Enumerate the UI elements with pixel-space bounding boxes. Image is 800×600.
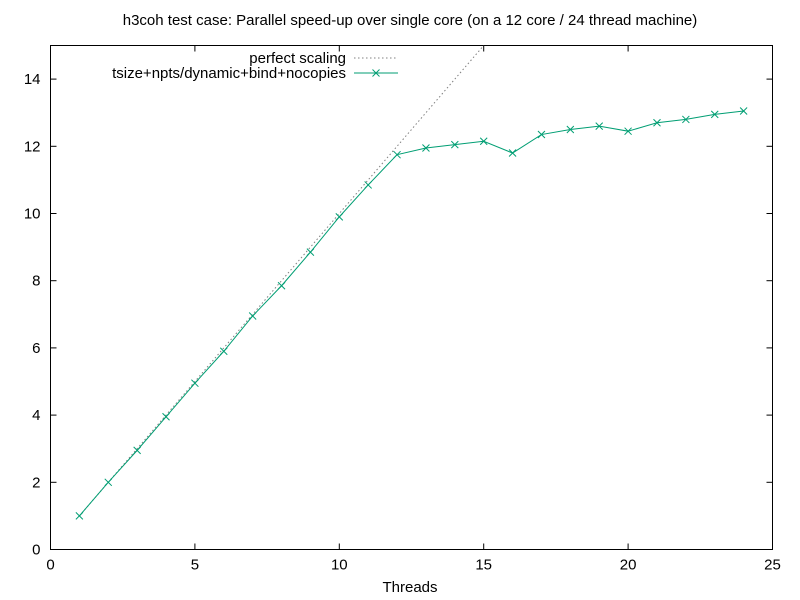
- series-line: [79, 45, 485, 517]
- series-layer: [75, 45, 748, 520]
- data-point: [133, 446, 141, 455]
- x-axis: 0 5 10 15 20 25: [46, 45, 781, 574]
- y-tick-label: 12: [24, 138, 41, 155]
- series-1: [79, 45, 485, 517]
- x-tick-label: 0: [46, 557, 54, 574]
- data-point: [739, 107, 748, 115]
- y-tick-label: 10: [24, 206, 41, 223]
- legend-marker: [372, 69, 380, 77]
- data-point: [162, 412, 170, 421]
- plot-border: [50, 45, 773, 550]
- x-tick-label: 5: [191, 557, 199, 574]
- data-point: [335, 213, 344, 221]
- data-point: [248, 312, 257, 320]
- y-tick-label: 6: [32, 340, 40, 357]
- data-point: [508, 149, 517, 157]
- y-tick-label: 14: [24, 71, 41, 88]
- data-point: [393, 150, 401, 159]
- x-tick-label: 15: [475, 557, 492, 574]
- data-point: [682, 115, 690, 124]
- data-point: [364, 181, 373, 189]
- series-line: [79, 110, 744, 517]
- data-point: [219, 347, 228, 356]
- data-point: [422, 144, 430, 152]
- x-tick-label: 20: [620, 557, 637, 574]
- data-point: [566, 125, 575, 134]
- data-point: [277, 281, 286, 290]
- chart-title: h3coh test case: Parallel speed-up over …: [123, 12, 698, 29]
- data-point: [306, 248, 315, 256]
- x-axis-label: Threads: [382, 579, 437, 596]
- data-point: [653, 118, 661, 127]
- data-point: [624, 127, 632, 136]
- data-point: [191, 379, 199, 388]
- y-tick-label: 4: [32, 407, 40, 424]
- y-tick-label: 8: [32, 273, 40, 290]
- data-point: [595, 122, 604, 130]
- data-point: [104, 478, 113, 487]
- x-tick-label: 10: [331, 557, 348, 574]
- y-tick-label: 0: [32, 542, 40, 559]
- series-2: [75, 107, 748, 520]
- y-tick-label: 2: [32, 474, 40, 491]
- data-point: [450, 140, 459, 149]
- legend-label: tsize+npts/dynamic+bind+nocopies: [112, 65, 346, 82]
- y-axis: 0 2 4 6 8 10 12 14: [24, 71, 773, 559]
- data-point: [710, 110, 719, 119]
- legend: perfect scalingtsize+npts/dynamic+bind+n…: [112, 50, 398, 82]
- data-point: [479, 137, 488, 146]
- data-point: [75, 512, 84, 520]
- legend-label: perfect scaling: [249, 50, 346, 67]
- x-tick-label: 25: [764, 557, 781, 574]
- data-point: [537, 130, 546, 139]
